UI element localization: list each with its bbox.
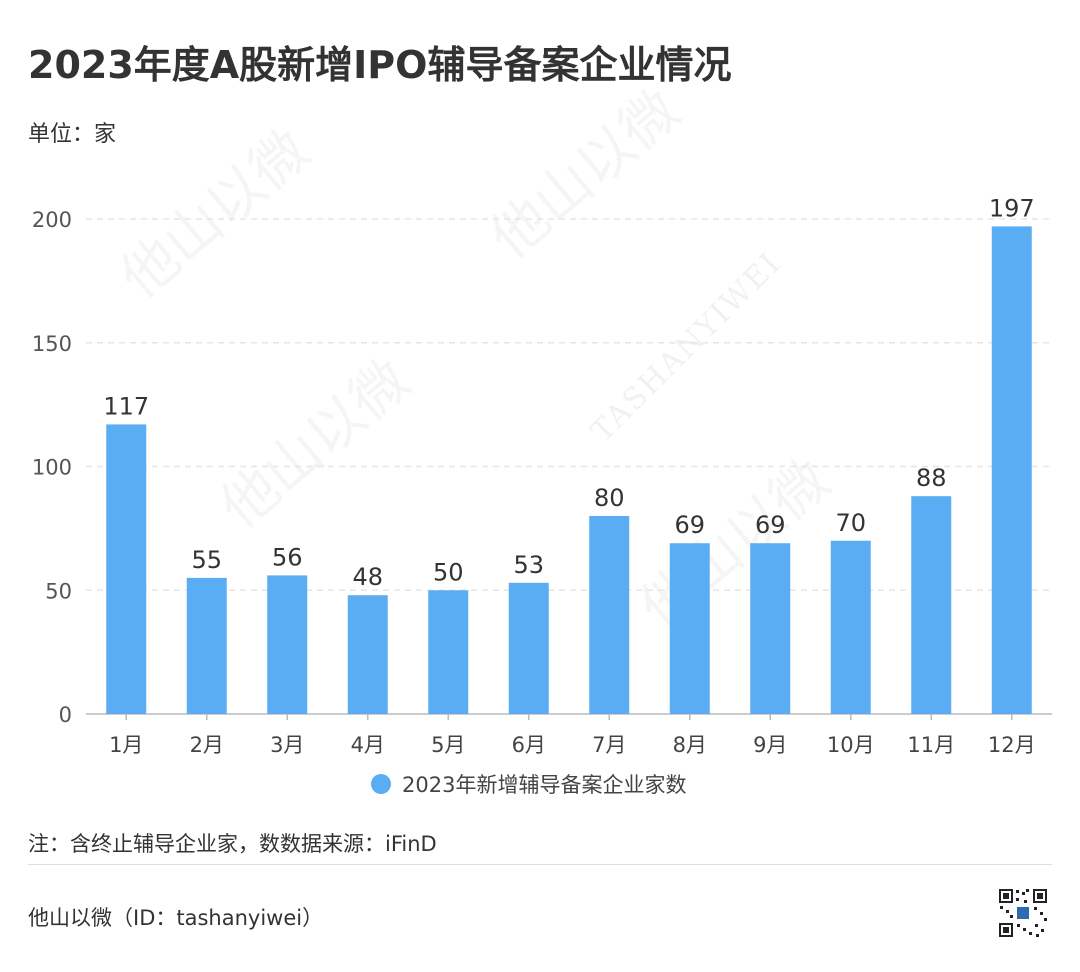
unit-label: 单位：家 — [28, 122, 117, 147]
x-tick-label: 3月 — [270, 733, 304, 757]
data-label: 117 — [103, 392, 149, 420]
x-tick-label: 11月 — [907, 733, 955, 757]
x-tick-label: 2月 — [190, 733, 224, 757]
bar-10 — [830, 540, 871, 714]
source-note: 注：含终止辅导企业家，数数据来源：iFinD — [28, 832, 437, 856]
footer-divider — [28, 864, 1052, 865]
data-label: 56 — [272, 543, 303, 571]
bar-12 — [991, 226, 1032, 715]
data-label: 48 — [352, 563, 383, 591]
x-tick-label: 1月 — [109, 733, 143, 757]
x-tick-label: 6月 — [512, 733, 546, 757]
data-label: 80 — [594, 484, 625, 512]
bar-1 — [106, 424, 147, 714]
y-tick-label: 0 — [59, 703, 72, 727]
legend-swatch — [371, 774, 391, 794]
y-tick-label: 100 — [32, 456, 72, 480]
legend-label: 2023年新增辅导备案企业家数 — [402, 773, 686, 797]
bar-chart: 0 50 100 150 200 117 1月 55 2月 56 3月 48 4月 50 5月 53 6月 80 7… — [32, 194, 1052, 797]
data-label: 69 — [755, 511, 786, 539]
x-tick-label: 9月 — [753, 733, 787, 757]
bar-3 — [267, 575, 308, 714]
footer-text: 他山以微（ID：tashanyiwei） — [28, 906, 324, 930]
data-label: 88 — [916, 464, 947, 492]
data-label: 50 — [433, 558, 464, 586]
bar-8 — [669, 543, 710, 714]
data-label: 55 — [191, 546, 222, 574]
y-tick-label: 150 — [32, 332, 72, 356]
x-tick-label: 10月 — [827, 733, 875, 757]
bar-11 — [911, 496, 952, 714]
data-label: 70 — [835, 509, 866, 537]
x-tick-label: 12月 — [988, 733, 1036, 757]
bar-4 — [347, 595, 388, 714]
x-tick-label: 4月 — [351, 733, 385, 757]
bar-2 — [186, 577, 227, 714]
bar-9 — [750, 543, 791, 714]
data-label: 197 — [989, 194, 1035, 222]
y-tick-label: 50 — [45, 579, 72, 603]
x-tick-label: 5月 — [431, 733, 465, 757]
chart-title: 2023年度A股新增IPO辅导备案企业情况 — [28, 43, 732, 87]
x-tick-label: 8月 — [673, 733, 707, 757]
bar-7 — [589, 516, 630, 714]
y-tick-label: 200 — [32, 208, 72, 232]
data-label: 53 — [513, 551, 544, 579]
data-label: 69 — [674, 511, 705, 539]
qr-code-icon — [998, 888, 1048, 938]
bar-5 — [428, 590, 469, 714]
x-tick-label: 7月 — [592, 733, 626, 757]
bar-6 — [508, 582, 549, 714]
